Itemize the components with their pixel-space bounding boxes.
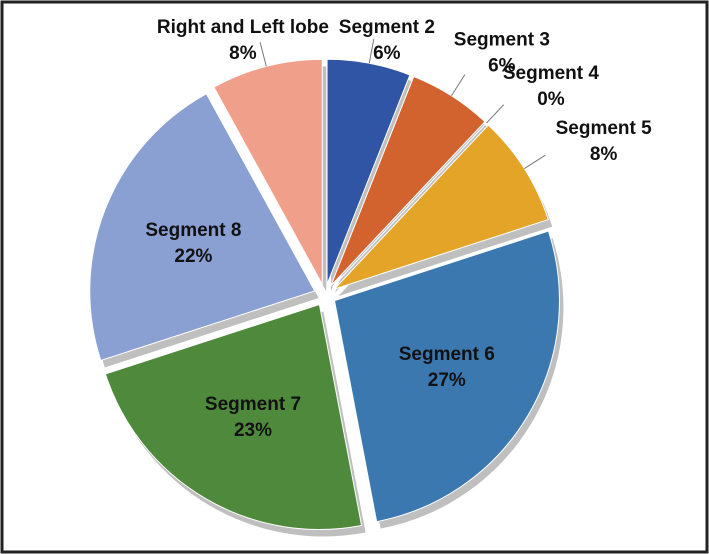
leader-line bbox=[259, 42, 267, 67]
data-label: Segment 8 22% bbox=[145, 220, 241, 267]
category-label: Segment 2 bbox=[339, 17, 435, 38]
data-label: Segment 2 6% bbox=[339, 17, 435, 64]
value-label: 27% bbox=[428, 370, 466, 391]
slice bbox=[330, 75, 486, 287]
value-label: 23% bbox=[234, 420, 272, 441]
slice bbox=[333, 124, 549, 290]
category-label: Right and Left lobe bbox=[157, 17, 329, 38]
data-label: Segment 5 8% bbox=[556, 118, 653, 165]
slice bbox=[89, 93, 316, 362]
value-label: 0% bbox=[537, 89, 565, 110]
slice bbox=[326, 58, 411, 285]
slice bbox=[104, 303, 363, 530]
leader-line bbox=[486, 104, 505, 124]
category-label: Segment 8 bbox=[145, 220, 241, 241]
value-label: 8% bbox=[229, 43, 257, 64]
slice bbox=[213, 58, 323, 285]
leader-line bbox=[368, 38, 375, 64]
category-label: Segment 3 bbox=[454, 30, 550, 51]
value-label: 22% bbox=[174, 246, 212, 267]
data-label: Segment 6 27% bbox=[399, 344, 495, 391]
slice bbox=[333, 230, 560, 523]
value-label: 8% bbox=[590, 144, 618, 165]
category-label: Segment 4 bbox=[503, 63, 600, 84]
data-label: Segment 7 23% bbox=[205, 394, 301, 441]
value-label: 6% bbox=[488, 56, 516, 77]
value-label: 6% bbox=[373, 43, 401, 64]
leader-line bbox=[523, 154, 546, 169]
leader-line bbox=[451, 74, 466, 97]
data-label: Segment 3 6% bbox=[454, 30, 550, 77]
category-label: Segment 6 bbox=[399, 344, 495, 365]
data-label: Right and Left lobe 8% bbox=[157, 17, 329, 64]
category-label: Segment 5 bbox=[556, 118, 653, 139]
data-label: Segment 4 0% bbox=[503, 63, 600, 110]
category-label: Segment 7 bbox=[205, 394, 301, 415]
